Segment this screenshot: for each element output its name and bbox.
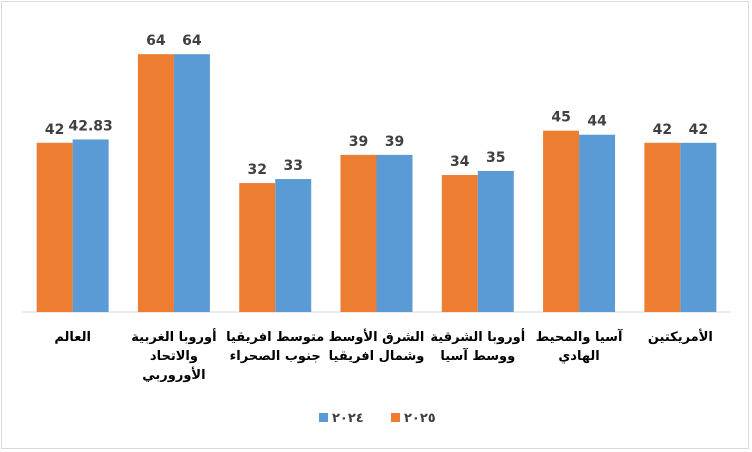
category-label: الأمريكتين bbox=[648, 328, 713, 345]
legend-label: ٢٠٢٥ bbox=[404, 411, 436, 426]
bar-series1-3 bbox=[340, 154, 377, 312]
bar-series1-5 bbox=[543, 130, 580, 312]
bar-series2-0 bbox=[72, 139, 109, 312]
legend: ٢٠٢٤ ٢٠٢٥ bbox=[319, 411, 436, 426]
data-label: 44 bbox=[587, 114, 607, 130]
bar-series2-6 bbox=[680, 142, 717, 312]
bar-series1-4 bbox=[441, 175, 478, 312]
data-label: 64 bbox=[182, 33, 202, 49]
category-label: أوروبا الغربية bbox=[131, 328, 216, 345]
bar-series2-2 bbox=[275, 179, 312, 312]
data-label: 33 bbox=[283, 158, 302, 174]
data-label: 42 bbox=[45, 122, 64, 138]
data-label: 45 bbox=[551, 110, 570, 126]
category-label: الشرق الأوسط bbox=[329, 328, 425, 345]
category-label: أوروبا الشرقية bbox=[430, 328, 525, 345]
data-label: 32 bbox=[247, 162, 266, 178]
data-label: 35 bbox=[486, 150, 505, 166]
data-label: 42 bbox=[653, 122, 672, 138]
category-label: متوسط افريقيا bbox=[226, 330, 324, 345]
bar-series1-2 bbox=[239, 183, 276, 312]
bar-series2-1 bbox=[173, 54, 210, 313]
category-label: ووسط آسيا bbox=[440, 347, 515, 364]
data-label: 64 bbox=[146, 33, 166, 49]
category-label: الهادي bbox=[558, 349, 599, 364]
category-label: وشمال افريقيا bbox=[329, 349, 425, 364]
data-label: 39 bbox=[385, 134, 404, 150]
bar-series1-1 bbox=[137, 54, 174, 313]
legend-swatch bbox=[319, 413, 328, 422]
category-label: الأوروربي bbox=[142, 366, 205, 383]
bar-series1-0 bbox=[36, 142, 73, 312]
category-label: آسيا والمحيط bbox=[536, 328, 623, 345]
category-label: جنوب الصحراء bbox=[230, 349, 321, 364]
bar-series2-5 bbox=[579, 134, 616, 312]
bars-group bbox=[36, 54, 717, 313]
bar-series2-3 bbox=[376, 154, 413, 312]
bar-series2-4 bbox=[477, 171, 514, 312]
category-label: العالم bbox=[54, 330, 91, 345]
data-label: 39 bbox=[349, 134, 368, 150]
category-label: والاتحاد bbox=[150, 349, 198, 364]
category-labels-group: العالم أوروبا الغربية والاتحاد الأوروربي متو… bbox=[54, 328, 713, 383]
bar-series1-6 bbox=[644, 142, 681, 312]
data-label: 42.83 bbox=[68, 118, 112, 134]
legend-swatch bbox=[391, 413, 400, 422]
data-label: 34 bbox=[450, 154, 470, 170]
data-label: 42 bbox=[689, 122, 708, 138]
legend-label: ٢٠٢٤ bbox=[332, 411, 364, 426]
